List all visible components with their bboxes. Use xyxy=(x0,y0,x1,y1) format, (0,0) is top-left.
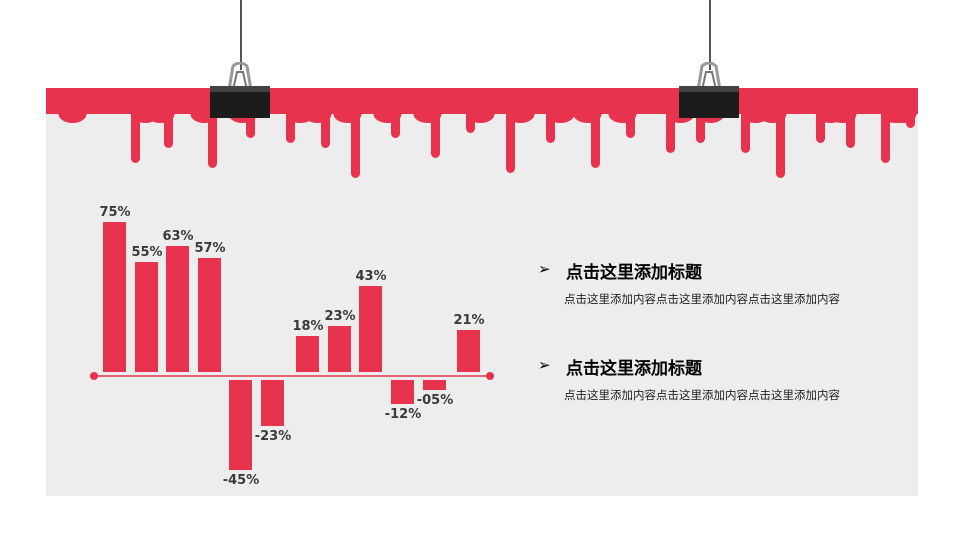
data-label: 75% xyxy=(99,205,130,220)
bar xyxy=(391,380,414,404)
bar xyxy=(103,222,126,372)
hanging-string xyxy=(709,0,711,70)
hanging-string xyxy=(240,0,242,70)
arrow-bullet-icon: ➢ xyxy=(538,260,551,278)
bar xyxy=(261,380,284,426)
data-label: 57% xyxy=(194,241,225,256)
data-label: 18% xyxy=(292,319,323,334)
data-label: 43% xyxy=(355,269,386,284)
data-label: -45% xyxy=(223,473,260,488)
data-label: 23% xyxy=(324,309,355,324)
arrow-bullet-icon: ➢ xyxy=(538,356,551,374)
item-body[interactable]: 点击这里添加内容点击这里添加内容点击这里添加内容 xyxy=(564,388,840,402)
text-item-1: ➢ 点击这里添加标题 点击这里添加内容点击这里添加内容点击这里添加内容 xyxy=(538,258,840,307)
bar xyxy=(229,380,252,470)
bar xyxy=(359,286,382,372)
data-label: -23% xyxy=(255,429,292,444)
binder-clip-icon xyxy=(210,62,270,118)
axis-end-dot xyxy=(90,372,98,380)
data-label: 21% xyxy=(453,313,484,328)
paint-drip-banner xyxy=(46,88,918,178)
bar xyxy=(166,246,189,372)
data-label: -12% xyxy=(385,407,422,422)
data-label: 55% xyxy=(131,245,162,260)
bar xyxy=(457,330,480,372)
content-panel xyxy=(46,88,918,496)
bar xyxy=(198,258,221,372)
bar xyxy=(135,262,158,372)
item-title[interactable]: 点击这里添加标题 xyxy=(566,263,702,283)
bar xyxy=(328,326,351,372)
bar xyxy=(296,336,319,372)
item-body[interactable]: 点击这里添加内容点击这里添加内容点击这里添加内容 xyxy=(564,292,840,306)
data-label: 63% xyxy=(162,229,193,244)
text-item-2: ➢ 点击这里添加标题 点击这里添加内容点击这里添加内容点击这里添加内容 xyxy=(538,354,840,403)
data-label: -05% xyxy=(417,393,454,408)
item-title[interactable]: 点击这里添加标题 xyxy=(566,359,702,379)
axis-end-dot xyxy=(486,372,494,380)
bar xyxy=(423,380,446,390)
binder-clip-icon xyxy=(679,62,739,118)
